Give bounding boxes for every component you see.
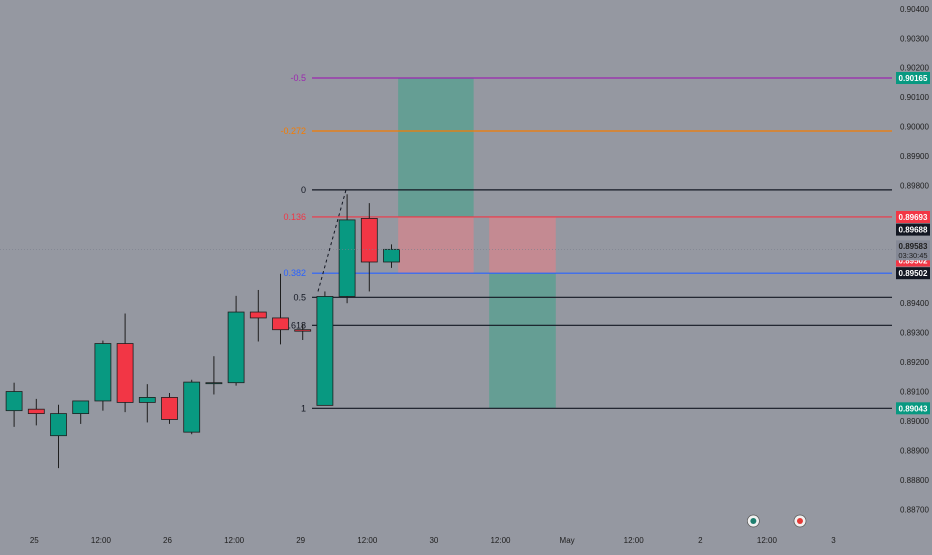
candle-body-5[interactable] [116,343,134,403]
candle-body-14[interactable] [316,296,334,406]
candle-body-1[interactable] [27,408,45,415]
price-tag-bg-5 [896,402,930,415]
candle-body-12[interactable] [272,317,289,331]
y-tick-label-1: 0.90300 [900,34,929,43]
x-tick-label-1: 12:00 [91,536,112,545]
y-tick-label-5: 0.89900 [900,152,929,161]
candle-body-0[interactable] [5,391,23,412]
y-tick-label-12: 0.89000 [900,417,929,426]
candle-body-4[interactable] [94,343,112,402]
candle-body-6[interactable] [138,397,156,403]
y-tick-label-0: 0.90400 [900,5,929,14]
long-position-target-zone[interactable] [398,78,474,217]
x-tick-label-3: 12:00 [224,536,245,545]
fib-label-0: -0.5 [290,73,306,83]
countdown-label: 03:30:45 [898,251,927,260]
y-tick-label-14: 0.88800 [900,476,929,485]
candle-body-13[interactable] [294,329,312,332]
price-tag-bg-0 [896,72,930,85]
candle-body-11[interactable] [249,311,267,319]
fib-label-5: 0.5 [293,292,306,302]
x-tick-label-11: 12:00 [757,536,778,545]
fib-label-7: 1 [301,403,306,413]
fib-label-3: 0.136 [283,212,306,222]
price-tag-3: 0.89502 [899,257,928,266]
long-position-stop-zone[interactable] [398,216,474,274]
candle-body-15[interactable] [338,219,356,297]
x-tick-label-0: 25 [30,536,39,545]
current-price-label: 0.89583 [899,242,928,251]
price-tag-5: 0.89043 [899,404,928,413]
price-tag-bg-1 [896,210,930,223]
y-tick-label-8: 0.89400 [900,299,929,308]
candle-body-3[interactable] [72,400,90,415]
x-tick-label-9: 12:00 [624,536,645,545]
x-tick-label-4: 29 [296,536,305,545]
x-tick-label-12: 3 [831,536,836,545]
price-tag-2: 0.89688 [899,226,928,235]
x-tick-label-2: 26 [163,536,172,545]
price-tag-bg-2 [896,223,930,236]
fib-label-6: 0.618 [283,320,306,330]
y-tick-label-9: 0.89300 [900,329,929,338]
x-tick-label-10: 2 [698,536,703,545]
y-tick-label-15: 0.88700 [900,505,929,514]
y-tick-label-3: 0.90100 [900,93,929,102]
candle-body-17[interactable] [383,248,400,263]
y-tick-label-10: 0.89200 [900,358,929,367]
y-tick-label-13: 0.88900 [900,446,929,455]
y-tick-label-2: 0.90200 [900,64,929,73]
x-tick-label-7: 12:00 [490,536,511,545]
y-tick-label-6: 0.89800 [900,181,929,190]
short-position-target-zone[interactable] [489,273,556,409]
price-tag-bg-4 [896,267,930,280]
short-position-stop-zone[interactable] [489,216,556,274]
price-tag-0: 0.90165 [899,74,928,83]
candle-body-2[interactable] [50,413,67,437]
candle-body-16[interactable] [360,218,378,263]
x-tick-label-8: May [560,536,575,545]
price-tag-4: 0.89502 [899,269,928,278]
fib-label-2: 0 [301,185,306,195]
x-tick-label-5: 12:00 [357,536,378,545]
event-flag-2-dot [796,518,803,524]
price-tag-1: 0.89693 [899,213,928,222]
fib-label-4: 0.382 [283,268,306,278]
fib-label-1: -0.272 [280,126,306,136]
event-flag-1-dot [750,518,757,524]
y-tick-label-11: 0.89100 [900,388,929,397]
y-tick-label-4: 0.90000 [900,123,929,132]
price-tag-bg-3 [896,254,930,267]
candle-body-7[interactable] [161,397,178,420]
candle-body-9[interactable] [205,382,223,385]
candle-body-10[interactable] [227,311,245,384]
current-price-bg [896,240,930,261]
x-tick-label-6: 30 [429,536,438,545]
candle-body-8[interactable] [183,381,201,433]
